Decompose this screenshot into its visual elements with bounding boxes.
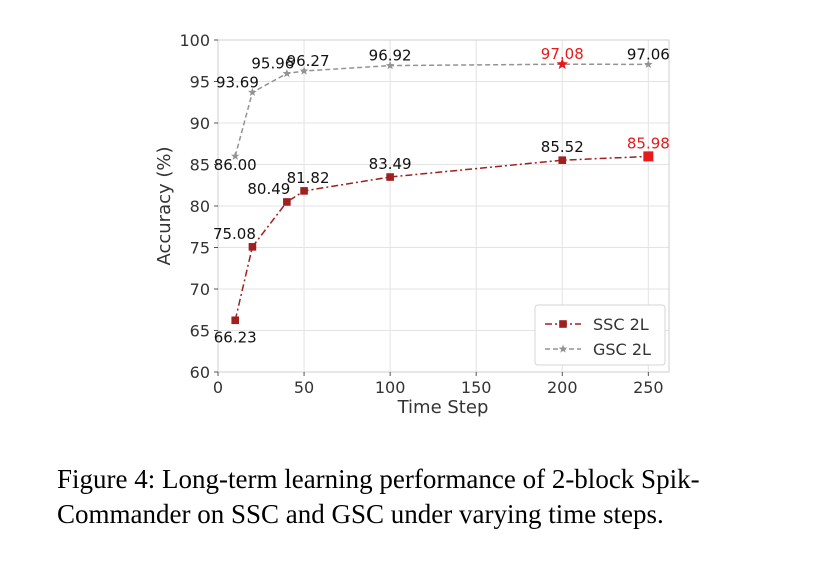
y-tick-label: 100 — [179, 31, 210, 50]
star-marker — [230, 151, 240, 160]
square-marker — [558, 156, 567, 164]
star-marker — [644, 59, 653, 68]
data-label: 96.92 — [369, 47, 412, 65]
legend-entry: GSC 2L — [545, 340, 651, 359]
y-tick-label: 65 — [190, 322, 210, 341]
square-marker — [248, 243, 257, 251]
data-label: 85.98 — [627, 134, 670, 152]
series-ssc-2l — [231, 151, 654, 325]
data-label: 97.06 — [627, 45, 670, 63]
square-marker — [300, 187, 308, 195]
square-marker — [231, 316, 240, 325]
legend-label: SSC 2L — [593, 315, 649, 334]
line-chart: 0 50 100 150 200 250 60 65 70 75 80 85 90 95 100 Time… — [154, 31, 670, 418]
star-marker — [248, 87, 257, 96]
figure-caption: Figure 4: Long-term learning performance… — [57, 464, 700, 529]
square-marker — [283, 198, 291, 206]
x-tick-label: 100 — [375, 378, 406, 397]
data-label: 97.08 — [541, 45, 584, 63]
data-label: 83.49 — [369, 155, 412, 173]
grid — [217, 39, 669, 373]
y-tick-label: 95 — [190, 73, 210, 92]
data-label: 85.52 — [541, 138, 584, 156]
y-tick-label: 60 — [190, 363, 210, 382]
figure: 0 50 100 150 200 250 60 65 70 75 80 85 90 95 100 Time… — [57, 31, 700, 529]
data-label: 96.27 — [287, 52, 330, 70]
data-label: 75.08 — [213, 225, 256, 243]
x-tick-label: 50 — [294, 378, 314, 397]
data-label: 86.00 — [214, 156, 257, 174]
x-axis-ticks: 0 50 100 150 200 250 — [213, 372, 664, 397]
x-tick-label: 250 — [633, 378, 664, 397]
x-tick-label: 200 — [547, 378, 578, 397]
y-tick-label: 70 — [190, 280, 210, 299]
x-axis-label: Time Step — [397, 397, 489, 418]
data-label: 95.96 — [251, 55, 294, 73]
data-label: 80.49 — [247, 180, 290, 198]
series-gsc-2l — [230, 58, 653, 160]
star-marker — [299, 66, 309, 75]
series-layer — [230, 58, 654, 325]
y-tick-label: 75 — [190, 239, 210, 258]
y-axis-label: Accuracy (%) — [154, 146, 175, 265]
square-marker — [386, 173, 394, 181]
star-marker — [556, 58, 568, 70]
star-marker — [282, 69, 292, 78]
square-marker — [643, 151, 654, 162]
legend-box — [534, 304, 666, 366]
data-label: 93.69 — [216, 73, 259, 91]
data-label: 81.82 — [287, 169, 330, 187]
series-line — [234, 63, 649, 157]
data-label: 66.23 — [214, 328, 257, 346]
star-marker — [385, 61, 395, 70]
legend: SSC 2L GSC 2L — [534, 304, 666, 366]
legend-label: GSC 2L — [593, 340, 651, 359]
square-marker — [559, 320, 567, 328]
y-tick-label: 80 — [190, 197, 210, 216]
x-tick-label: 0 — [213, 378, 223, 397]
star-marker — [558, 344, 568, 353]
y-axis-ticks: 60 65 70 75 80 85 90 95 100 — [179, 31, 218, 382]
y-tick-label: 90 — [190, 114, 210, 133]
y-tick-label: 85 — [190, 156, 210, 175]
legend-entry: SSC 2L — [545, 315, 649, 334]
x-tick-label: 150 — [461, 378, 492, 397]
